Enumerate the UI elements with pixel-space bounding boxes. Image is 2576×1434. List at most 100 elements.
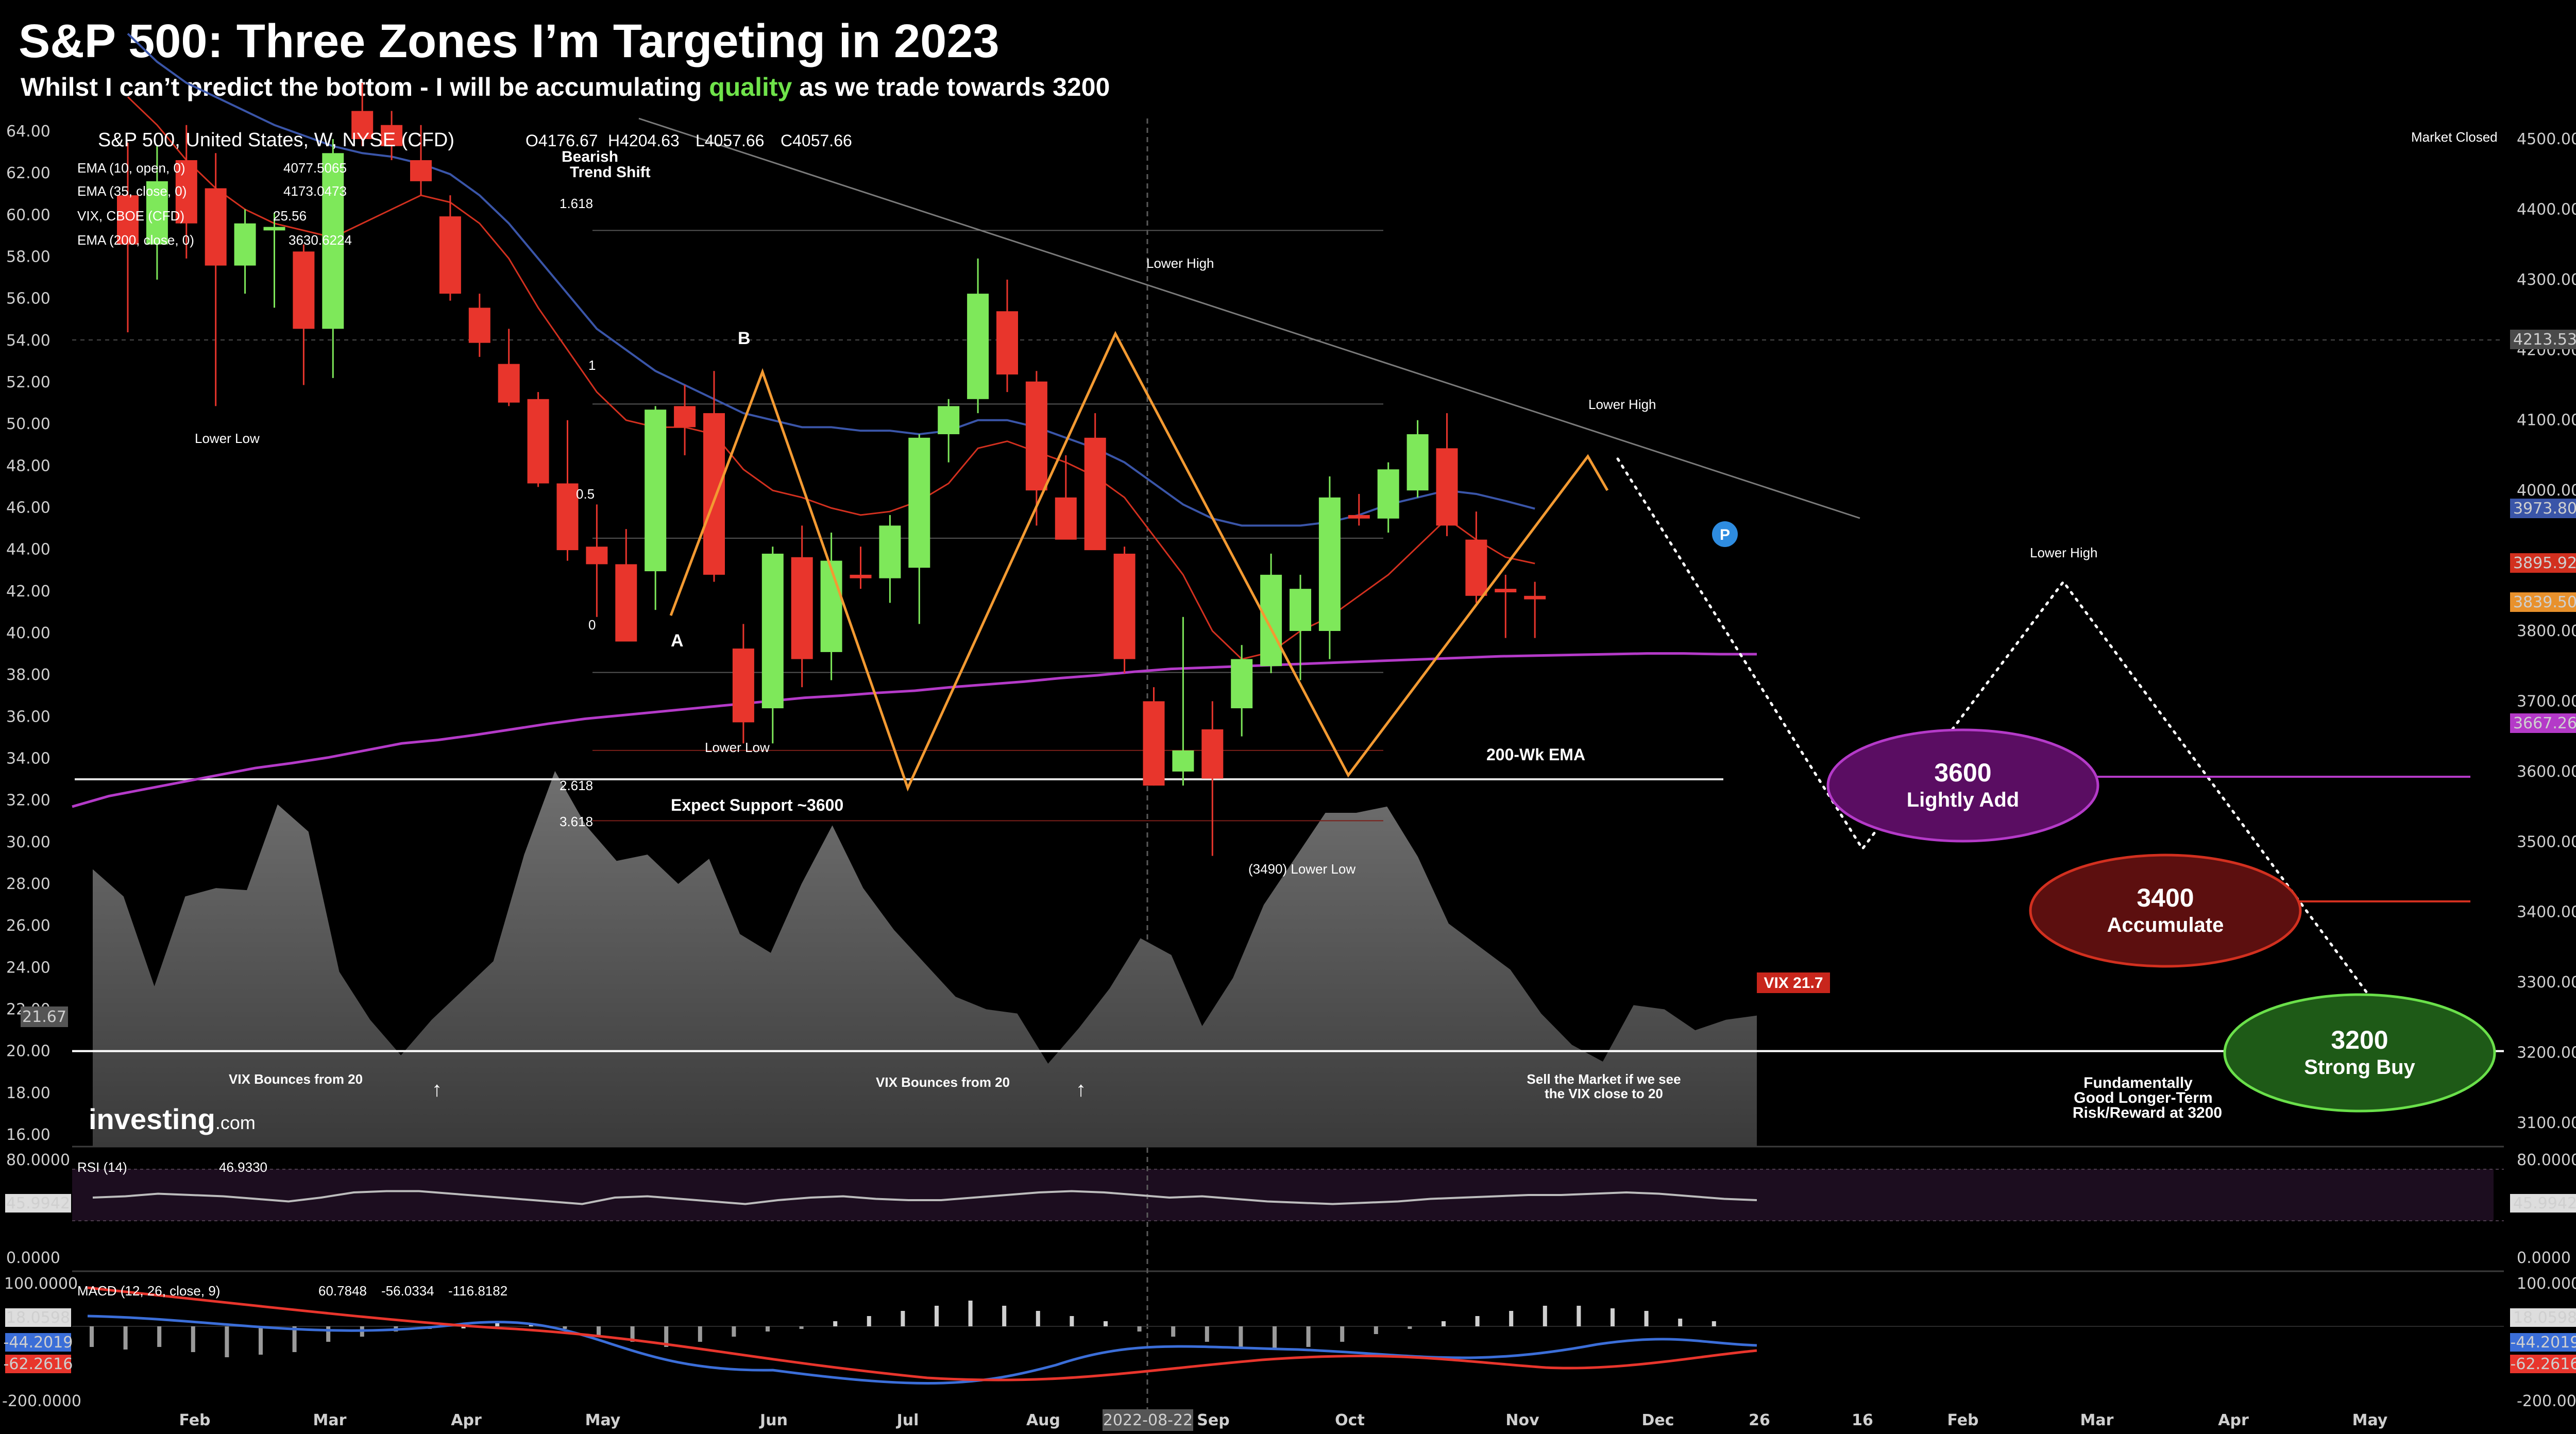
month-tick: Nov	[1505, 1411, 1539, 1429]
candle-body	[381, 125, 403, 146]
price-badge: 3895.92	[2513, 554, 2576, 572]
vix-tick: 44.00	[6, 541, 50, 559]
candle-body	[1290, 589, 1311, 631]
fib-level-3618: 3.618	[560, 814, 593, 829]
price-tick: 3200.00	[2517, 1044, 2576, 1062]
month-tick: May	[585, 1411, 621, 1429]
vix-label: VIX 21.7	[1764, 975, 1823, 992]
rsi-tick-80-right: 80.0000	[2517, 1151, 2576, 1169]
date-marker: 2022-08-22	[1103, 1411, 1193, 1429]
legend-symbol: S&P 500, United States, W, NYSE (CFD)	[98, 129, 454, 151]
candle-body	[1113, 553, 1136, 659]
legend-high: H4204.63	[608, 131, 680, 150]
page-subtitle: Whilst I can’t predict the bottom - I wi…	[21, 72, 1110, 102]
point-a: A	[671, 631, 684, 651]
macd-bar	[1442, 1321, 1446, 1326]
candle-body	[703, 413, 725, 575]
month-tick: Jul	[896, 1411, 919, 1429]
macd-bar	[1374, 1326, 1378, 1334]
macd-bar	[1104, 1321, 1108, 1326]
legend-low: L4057.66	[696, 131, 764, 150]
macd-bar	[901, 1311, 905, 1326]
macd-bar	[597, 1326, 601, 1337]
projection-path	[1616, 457, 2408, 1047]
macd-bar	[1137, 1326, 1142, 1331]
macd-bar	[461, 1326, 466, 1328]
macd-bar	[191, 1326, 195, 1352]
candle-body	[615, 564, 637, 642]
p-marker: P	[1720, 526, 1730, 543]
fundamental-note-line-1: Fundamentally	[2083, 1074, 2193, 1091]
month-tick: Aug	[1026, 1411, 1060, 1429]
macd-value-3: -116.8182	[448, 1283, 507, 1299]
legend-open: O4176.67	[526, 131, 598, 150]
month-tick: Oct	[1335, 1411, 1365, 1429]
vix-bounce-label-1: VIX Bounces from 20	[229, 1071, 363, 1087]
vix-tick: 34.00	[6, 750, 50, 768]
macd-tick-200-left: -200.0000	[2, 1392, 81, 1410]
price-badge: 3667.26	[2513, 714, 2576, 732]
legend-ema35: EMA (35, close, 0)	[77, 183, 187, 199]
price-badge-box	[2510, 499, 2576, 518]
vix-tick: 28.00	[6, 875, 50, 893]
macd-bar	[1577, 1306, 1581, 1326]
vix-tick: 56.00	[6, 290, 50, 308]
price-badge-box	[2510, 553, 2576, 573]
vix-axis: 64.00 62.00 60.00 58.00 56.00 54.00 52.00 50.00…	[6, 123, 50, 1144]
candle-body	[586, 547, 608, 565]
p-marker-icon	[1712, 521, 1738, 547]
legend-vix: VIX, CBOE (CFD)	[77, 208, 184, 224]
macd-bar	[1408, 1326, 1412, 1329]
zone-3600-action: Lightly Add	[1907, 789, 2019, 811]
candle-body	[791, 557, 813, 659]
candle-body	[938, 406, 960, 434]
candle-body	[205, 188, 227, 266]
zone-3600-price: 3600	[1934, 758, 1991, 787]
macd-tick-100-right: 100.0000	[2517, 1275, 2576, 1293]
zone-3400-ellipse	[2029, 853, 2302, 968]
month-tick: Sep	[1197, 1411, 1229, 1429]
macd-badge-box	[5, 1355, 71, 1373]
vix-tick: 62.00	[6, 164, 50, 182]
lower-high-label-2: Lower High	[1588, 397, 1656, 412]
sell-note-line-1: Sell the Market if we see	[1527, 1071, 1681, 1087]
vix-tick: 58.00	[6, 248, 50, 266]
price-tick: 3300.00	[2517, 974, 2576, 992]
macd-badge-left-1: 18.0598	[6, 1309, 70, 1327]
expect-support-label: Expect Support ~3600	[671, 796, 843, 814]
fib-level-2618: 2.618	[560, 778, 593, 793]
zone-3400-price: 3400	[2137, 883, 2194, 912]
macd-bar	[732, 1326, 736, 1337]
rsi-tick-0-left: 0.0000	[6, 1249, 60, 1267]
price-tick: 3800.00	[2517, 622, 2576, 640]
time-axis: Feb Mar Apr May Jun Jul Aug Sep Oct Nov Dec 26 16 Feb…	[179, 1411, 2387, 1429]
macd-bar	[833, 1321, 838, 1326]
macd-bar	[1509, 1311, 1514, 1326]
macd-bar	[225, 1326, 229, 1357]
zone-3400: 3400 Accumulate	[2029, 853, 2302, 968]
vix-tick: 16.00	[6, 1126, 50, 1144]
ema35-line	[127, 32, 1535, 527]
month-tick: Jun	[759, 1411, 788, 1429]
macd-value-2: -56.0334	[381, 1283, 434, 1299]
vix-tick: 24.00	[6, 959, 50, 977]
macd-bar	[1543, 1306, 1547, 1326]
macd-bar	[326, 1326, 331, 1342]
vix-tick: 52.00	[6, 373, 50, 391]
price-tick: 4300.00	[2517, 271, 2576, 289]
legend-ema10-value: 4077.5065	[283, 160, 347, 176]
vix-label-box	[1757, 972, 1830, 993]
macd-badge-left-3: -62.2616	[4, 1355, 73, 1373]
macd-bar	[1171, 1326, 1176, 1337]
candle-body	[556, 483, 579, 551]
rsi-badge-left-box	[5, 1194, 71, 1213]
candle-body	[879, 525, 901, 578]
candle-body	[1231, 659, 1253, 709]
candle-body	[527, 399, 549, 484]
macd-bar	[766, 1326, 770, 1331]
vix-tick: 18.00	[6, 1084, 50, 1102]
macd-bar	[1070, 1316, 1074, 1326]
price-badge: 3973.80	[2513, 500, 2576, 518]
candle-body	[146, 181, 168, 245]
zone-3400-action: Accumulate	[2107, 914, 2224, 936]
